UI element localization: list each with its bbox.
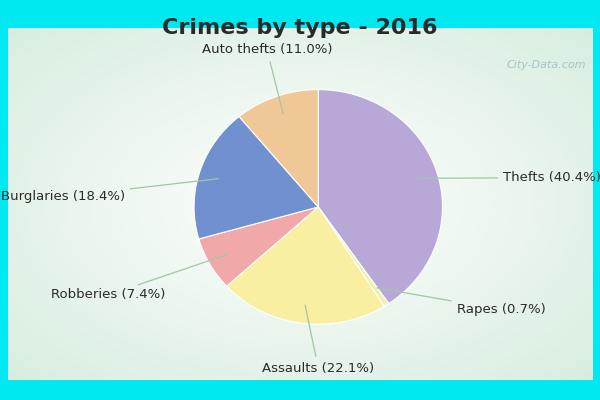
Text: Burglaries (18.4%): Burglaries (18.4%) bbox=[1, 179, 218, 203]
Text: Auto thefts (11.0%): Auto thefts (11.0%) bbox=[202, 44, 332, 114]
Polygon shape bbox=[318, 90, 442, 304]
Text: Assaults (22.1%): Assaults (22.1%) bbox=[262, 305, 374, 375]
Text: Thefts (40.4%): Thefts (40.4%) bbox=[418, 171, 600, 184]
Text: City-Data.com: City-Data.com bbox=[507, 60, 586, 70]
Polygon shape bbox=[239, 90, 318, 207]
Text: Crimes by type - 2016: Crimes by type - 2016 bbox=[162, 18, 438, 38]
Polygon shape bbox=[318, 207, 389, 306]
Text: Rapes (0.7%): Rapes (0.7%) bbox=[377, 288, 545, 316]
Polygon shape bbox=[227, 207, 384, 324]
Text: Robberies (7.4%): Robberies (7.4%) bbox=[51, 255, 227, 302]
Polygon shape bbox=[194, 116, 318, 239]
Polygon shape bbox=[199, 207, 318, 286]
